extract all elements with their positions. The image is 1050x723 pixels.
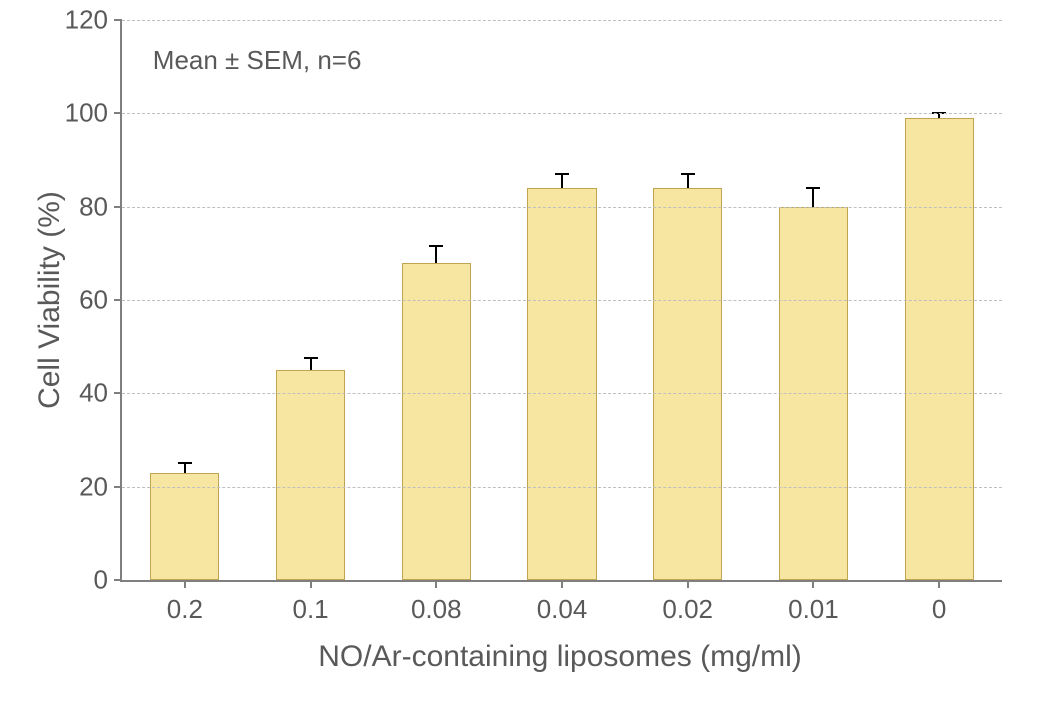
y-tick-label: 40 — [79, 378, 122, 409]
error-cap — [806, 187, 820, 189]
gridline — [122, 393, 1002, 394]
error-cap — [429, 245, 443, 247]
y-tick-label: 100 — [65, 98, 122, 129]
bar — [527, 188, 596, 580]
error-bar — [812, 188, 814, 207]
error-bar — [184, 463, 186, 472]
gridline — [122, 487, 1002, 488]
bar — [276, 370, 345, 580]
error-cap — [178, 462, 192, 464]
cell-viability-bar-chart: Mean ± SEM, n=6 0 20 40 60 80 100 120 0.2 0.1 0.0… — [0, 0, 1050, 723]
y-tick-label: 120 — [65, 5, 122, 36]
error-bar — [435, 246, 437, 262]
error-bar — [310, 358, 312, 370]
x-tick-label: 0.2 — [167, 580, 203, 625]
bar — [150, 473, 219, 580]
x-axis-label: NO/Ar-containing liposomes (mg/ml) — [318, 640, 801, 674]
bar — [402, 263, 471, 580]
y-tick-label: 60 — [79, 285, 122, 316]
error-bar — [561, 174, 563, 188]
error-cap — [304, 357, 318, 359]
x-tick-label: 0.1 — [292, 580, 328, 625]
x-tick-label: 0 — [932, 580, 946, 625]
gridline — [122, 113, 1002, 114]
x-tick-label: 0.04 — [537, 580, 588, 625]
x-tick-label: 0.01 — [788, 580, 839, 625]
gridline — [122, 20, 1002, 21]
x-tick-label: 0.02 — [662, 580, 713, 625]
y-tick-label: 80 — [79, 191, 122, 222]
error-cap — [681, 173, 695, 175]
error-bar — [687, 174, 689, 188]
plot-area: Mean ± SEM, n=6 0204060801001200.20.10.0… — [120, 20, 1002, 582]
y-tick-label: 0 — [94, 565, 122, 596]
error-cap — [555, 173, 569, 175]
gridline — [122, 207, 1002, 208]
chart-annotation: Mean ± SEM, n=6 — [153, 45, 362, 76]
bar — [905, 118, 974, 580]
x-tick-label: 0.08 — [411, 580, 462, 625]
bar — [653, 188, 722, 580]
y-tick-label: 20 — [79, 471, 122, 502]
y-axis-label: Cell Viability (%) — [33, 191, 67, 409]
gridline — [122, 300, 1002, 301]
